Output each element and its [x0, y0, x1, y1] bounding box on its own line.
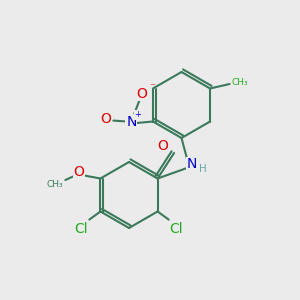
- Text: N: N: [126, 115, 136, 128]
- Text: O: O: [74, 165, 84, 179]
- Text: +: +: [134, 110, 141, 119]
- Text: H: H: [199, 164, 207, 175]
- Text: N: N: [187, 158, 197, 171]
- Text: Cl: Cl: [75, 222, 88, 236]
- Text: Cl: Cl: [170, 222, 183, 236]
- Text: CH₃: CH₃: [231, 78, 248, 87]
- Text: CH₃: CH₃: [46, 180, 63, 189]
- Text: O: O: [157, 140, 168, 153]
- Text: O: O: [137, 87, 148, 100]
- Text: O: O: [100, 112, 111, 126]
- Text: ⁻: ⁻: [149, 82, 155, 92]
